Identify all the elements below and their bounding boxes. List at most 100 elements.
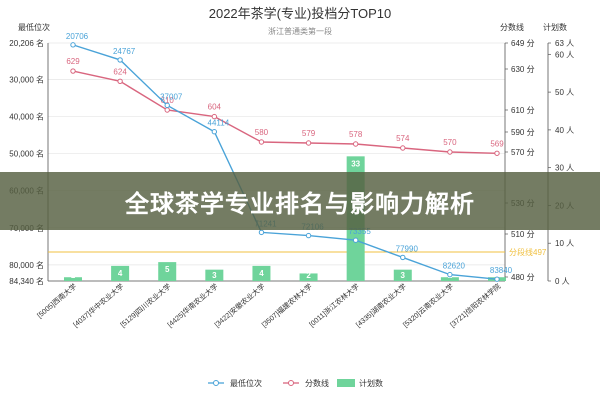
plan-bar — [299, 273, 318, 281]
score-axis-title: 分数线 — [500, 22, 524, 32]
score-point — [211, 113, 218, 120]
rank-axis-title: 最低位次 — [18, 22, 50, 32]
rank-point — [352, 237, 359, 243]
score-line — [72, 70, 498, 154]
rank-tick-label: 50,000 名 — [9, 149, 44, 159]
score-tick-label: 590 分 — [511, 128, 535, 137]
plan-axis-ticks: 63 人60 人50 人40 人30 人20 人10 人0 人 — [548, 39, 574, 286]
plan-bar-label: 3 — [401, 271, 406, 280]
legend-marker — [288, 380, 294, 386]
series-lines: 629 624 610 604 580 579 578 574 570 569 20706 24767… — [66, 32, 513, 282]
rank-data-label: 77990 — [396, 244, 419, 253]
plan-tick-label: 10 人 — [555, 239, 574, 248]
score-data-label: 570 — [443, 138, 457, 147]
rank-data-label: 73355 — [349, 227, 372, 236]
score-point — [305, 140, 312, 146]
rank-line — [72, 44, 498, 280]
score-point — [447, 149, 453, 155]
category-labels: [5005]西南大学[4037]华中农业大学[5129]四川农业大学[4425]… — [35, 282, 502, 329]
score-point — [258, 139, 265, 145]
rank-data-label: 37007 — [160, 92, 183, 101]
rank-point — [494, 276, 500, 282]
score-tick-label: 570 分 — [511, 148, 535, 157]
category-label: [3721]信阳农林学院 — [448, 282, 502, 329]
plan-bar — [440, 277, 459, 281]
gridlines — [48, 42, 505, 282]
plan-bar-label: 4 — [118, 269, 123, 278]
plan-tick-label: 40 人 — [555, 126, 574, 135]
plan-bar — [64, 277, 82, 281]
category-label: [3507]福建农林大学 — [260, 282, 314, 329]
rank-point — [305, 232, 312, 239]
plan-bar — [205, 269, 224, 281]
plan-bar — [393, 269, 412, 281]
score-data-label: 580 — [255, 128, 269, 137]
plan-bar-label: 3 — [212, 271, 217, 280]
rank-point — [258, 229, 265, 236]
score-tick-label: 510 分 — [511, 230, 535, 239]
rank-data-label: 44114 — [208, 119, 230, 128]
score-data-label: 624 — [113, 67, 127, 76]
plan-bar-label: 33 — [351, 159, 360, 168]
rank-tick-label: 30,000 名 — [9, 74, 44, 84]
legend-label: 分数线 — [305, 378, 329, 388]
plan-bar — [158, 262, 177, 281]
legend-marker — [213, 380, 219, 386]
plan-tick-label: 0 人 — [555, 277, 570, 286]
rank-tick-label: 80,000 名 — [9, 260, 44, 270]
plan-tick-label: 30 人 — [555, 164, 574, 173]
plan-bar-label: 1 — [495, 271, 500, 280]
plan-bar — [111, 265, 130, 281]
score-data-label: 629 — [66, 57, 80, 66]
legend: 最低位次 分数线 计划数 — [208, 378, 383, 388]
score-point — [494, 150, 500, 156]
plan-bar-label: 2 — [306, 271, 311, 280]
plan-tick-label: 63 人 — [555, 39, 574, 48]
chart-subtitle: 浙江普通类第一段 — [268, 26, 332, 36]
plan-tick-label: 50 人 — [555, 88, 574, 97]
score-data-label: 610 — [161, 96, 175, 105]
rank-point — [70, 42, 76, 48]
legend-label: 计划数 — [359, 378, 383, 388]
plan-bar — [252, 265, 271, 281]
rank-point — [447, 271, 453, 278]
rank-tick-label: 40,000 名 — [9, 111, 44, 121]
score-tick-label: 649 分 — [511, 39, 535, 48]
chart-title: 2022年茶学(专业)投档分TOP10 — [209, 6, 392, 21]
rank-point — [211, 129, 218, 135]
score-point — [400, 145, 406, 151]
reference-line: 分段线497 — [48, 247, 547, 257]
score-data-label: 604 — [208, 103, 222, 112]
title-banner: 全球茶学专业排名与影响力解析 — [0, 172, 600, 230]
score-data-label: 579 — [302, 129, 316, 138]
plan-bar-label: 5 — [165, 265, 170, 274]
plan-bar-label: 1 — [71, 271, 76, 280]
banner-text: 全球茶学专业排名与影响力解析 — [125, 189, 475, 218]
plan-axis-title: 计划数 — [543, 22, 567, 32]
rank-point — [164, 102, 170, 109]
rank-data-label: 83840 — [490, 266, 513, 275]
rank-data-label: 24767 — [113, 47, 136, 56]
rank-point — [400, 254, 406, 261]
rank-axis-ticks: 20,206 名30,000 名40,000 名50,000 名60,000 名… — [9, 38, 44, 286]
score-tick-label: 610 分 — [511, 106, 535, 115]
score-data-label: 574 — [396, 134, 410, 143]
score-point — [70, 68, 76, 74]
plan-bar-label: 4 — [259, 269, 264, 278]
rank-tick-label: 84,340 名 — [9, 276, 44, 286]
legend-swatch — [337, 379, 355, 387]
rank-data-label: 20706 — [66, 32, 89, 41]
score-point — [352, 141, 359, 147]
rank-data-label: 82620 — [443, 262, 466, 271]
plan-tick-label: 60 人 — [555, 50, 574, 59]
score-point — [164, 107, 170, 113]
axes — [47, 43, 549, 282]
reference-line-label: 分段线497 — [509, 247, 547, 257]
rank-tick-label: 20,206 名 — [9, 38, 44, 48]
score-tick-label: 630 分 — [511, 65, 535, 74]
score-data-label: 569 — [490, 139, 504, 148]
score-tick-label: 480 分 — [511, 273, 535, 282]
score-data-label: 578 — [349, 130, 363, 139]
